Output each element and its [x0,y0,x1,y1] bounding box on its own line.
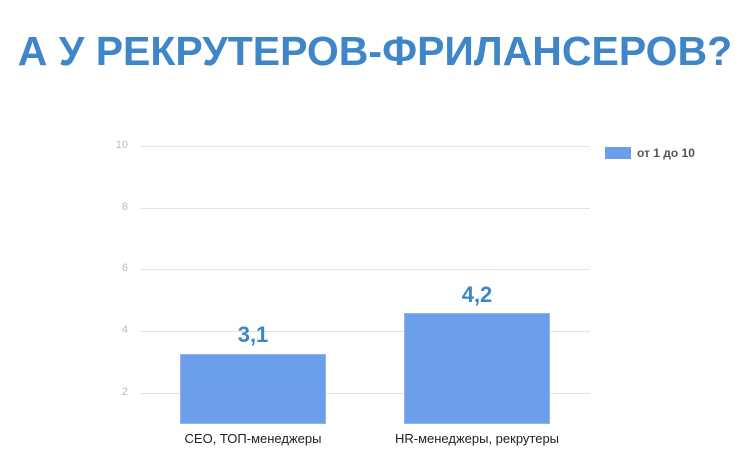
gridline-2 [140,393,590,394]
legend: от 1 до 10 [605,146,695,160]
y-tick-2: 2 [121,386,128,398]
legend-label: от 1 до 10 [637,146,695,160]
x-label-ceo: CEO, ТОП-менеджеры [184,431,322,446]
x-label-hr: HR-менеджеры, рекрутеры [394,431,560,446]
gridline-8 [140,208,590,209]
gridline-4 [140,331,590,332]
gridline-6 [140,269,590,270]
bar-ceo [180,354,326,424]
data-label-ceo: 3,1 [237,322,269,347]
legend-swatch [605,147,631,159]
y-tick-4: 4 [121,324,128,336]
y-tick-10: 10 [115,139,128,151]
bar-hr [404,313,550,424]
gridline-10 [140,146,590,147]
y-tick-6: 6 [121,262,128,274]
data-label-hr: 4,2 [461,282,493,307]
slide-title: А У РЕКРУТЕРОВ-ФРИЛАНСЕРОВ? [17,28,733,74]
y-tick-8: 8 [121,201,128,213]
